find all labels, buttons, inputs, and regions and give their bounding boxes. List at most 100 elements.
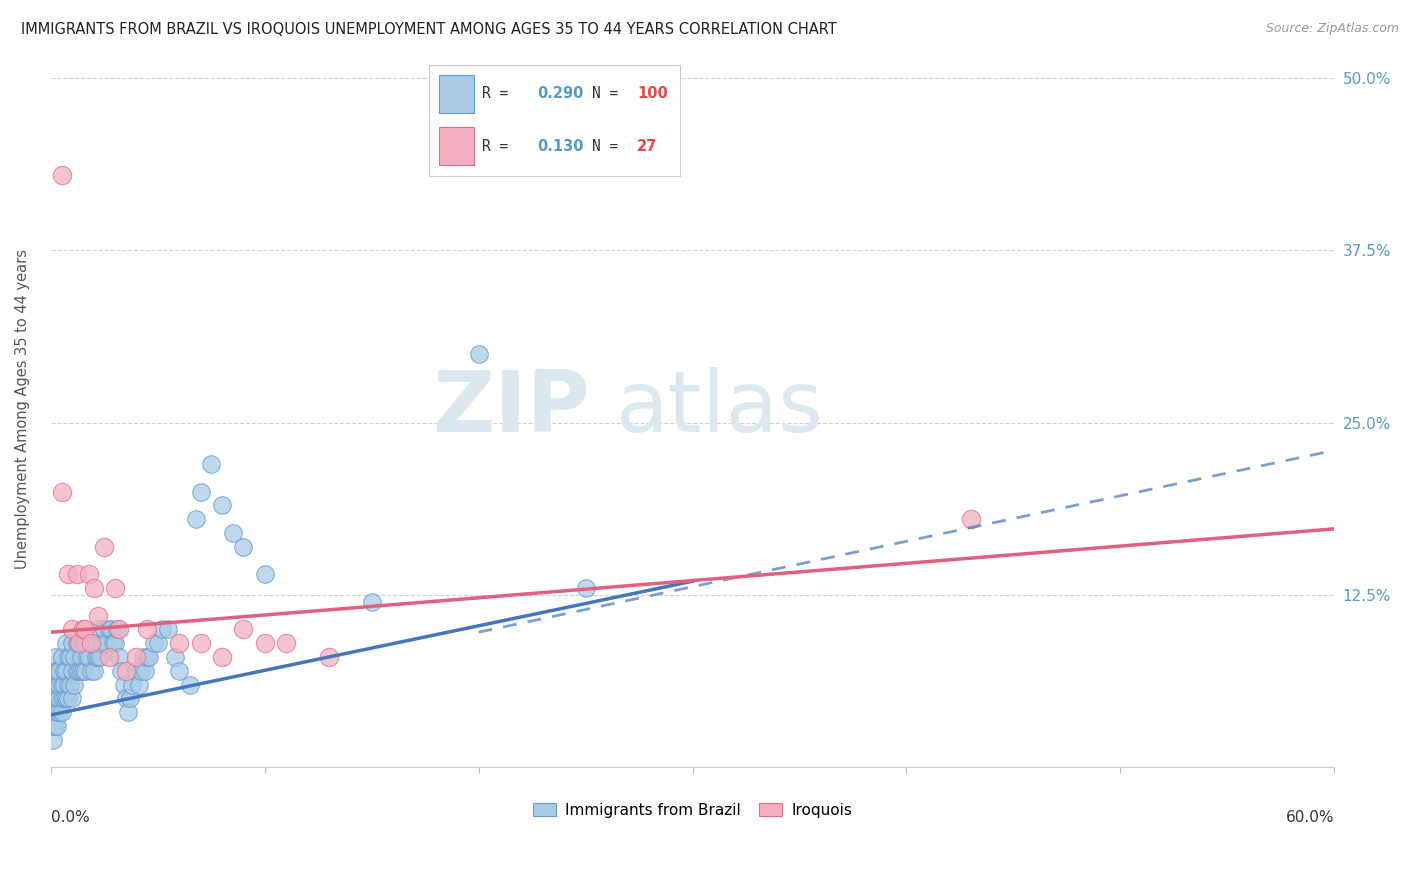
Point (51, 677, 73, 691)
Point (55, 691, 77, 706)
Point (167, 664, 190, 678)
Point (157, 623, 180, 637)
Point (211, 650, 233, 665)
Point (56, 650, 79, 665)
Point (83, 636, 105, 650)
Point (52, 691, 75, 706)
Point (132, 650, 155, 665)
Point (65, 664, 87, 678)
Point (48, 691, 70, 706)
Point (76, 650, 98, 665)
Point (42, 677, 65, 691)
Point (56, 677, 79, 691)
Point (59, 650, 82, 665)
Point (69, 650, 91, 665)
Point (142, 636, 165, 650)
Point (190, 636, 212, 650)
Point (73, 664, 96, 678)
Point (51, 484, 73, 499)
Point (253, 567, 276, 582)
Point (60, 691, 83, 706)
Point (52, 677, 75, 691)
Point (96, 636, 118, 650)
Point (51, 168, 73, 182)
Point (100, 623, 122, 637)
Point (79, 650, 101, 665)
Point (60, 636, 83, 650)
Y-axis label: Unemployment Among Ages 35 to 44 years: Unemployment Among Ages 35 to 44 years (15, 249, 30, 569)
Point (63, 677, 86, 691)
Point (91, 636, 114, 650)
Point (72, 636, 94, 650)
Point (48, 677, 70, 691)
Point (60, 623, 83, 637)
Point (48, 664, 70, 678)
Point (104, 636, 127, 650)
Point (44, 719, 66, 733)
Point (73, 636, 96, 650)
Point (163, 650, 186, 665)
Point (574, 581, 596, 595)
Text: atlas: atlas (616, 368, 824, 450)
Point (110, 664, 132, 678)
Point (48, 705, 70, 719)
Point (129, 664, 152, 678)
Point (97, 623, 120, 637)
Point (360, 595, 382, 609)
Point (42, 719, 65, 733)
Point (42, 664, 65, 678)
Point (44, 691, 66, 706)
Point (138, 650, 160, 665)
Point (56, 567, 79, 582)
Point (51, 705, 73, 719)
Point (114, 691, 136, 706)
Text: 0.0%: 0.0% (51, 810, 90, 825)
Text: IMMIGRANTS FROM BRAZIL VS IROQUOIS UNEMPLOYMENT AMONG AGES 35 TO 44 YEARS CORREL: IMMIGRANTS FROM BRAZIL VS IROQUOIS UNEMP… (21, 22, 837, 37)
Point (44, 705, 66, 719)
Point (87, 650, 110, 665)
Point (101, 636, 124, 650)
Point (67, 636, 90, 650)
Point (51, 650, 73, 665)
Point (97, 650, 120, 665)
Point (65, 636, 87, 650)
Point (46, 677, 69, 691)
Point (136, 623, 159, 637)
Point (67, 636, 90, 650)
Point (118, 691, 141, 706)
Point (134, 664, 156, 678)
Point (112, 677, 135, 691)
Point (83, 581, 105, 595)
Point (190, 484, 212, 499)
Point (253, 636, 276, 650)
Point (89, 650, 111, 665)
Point (121, 677, 143, 691)
Point (232, 540, 254, 554)
Point (46, 691, 69, 706)
Point (67, 664, 90, 678)
Point (80, 636, 103, 650)
Point (125, 664, 148, 678)
Point (179, 677, 201, 691)
Point (232, 623, 254, 637)
Point (93, 623, 115, 637)
Point (55, 664, 77, 678)
Text: Source: ZipAtlas.com: Source: ZipAtlas.com (1265, 22, 1399, 36)
Point (46, 664, 69, 678)
Point (186, 512, 208, 526)
Point (93, 540, 115, 554)
Point (87, 608, 110, 623)
Point (55, 636, 77, 650)
Text: 60.0%: 60.0% (1285, 810, 1334, 825)
Point (56, 691, 79, 706)
Point (52, 664, 75, 678)
Point (114, 664, 136, 678)
Point (44, 650, 66, 665)
Point (46, 705, 69, 719)
Point (42, 705, 65, 719)
Point (69, 664, 91, 678)
Text: ZIP: ZIP (432, 368, 591, 450)
Point (87, 623, 110, 637)
Point (128, 677, 150, 691)
Point (211, 499, 233, 513)
